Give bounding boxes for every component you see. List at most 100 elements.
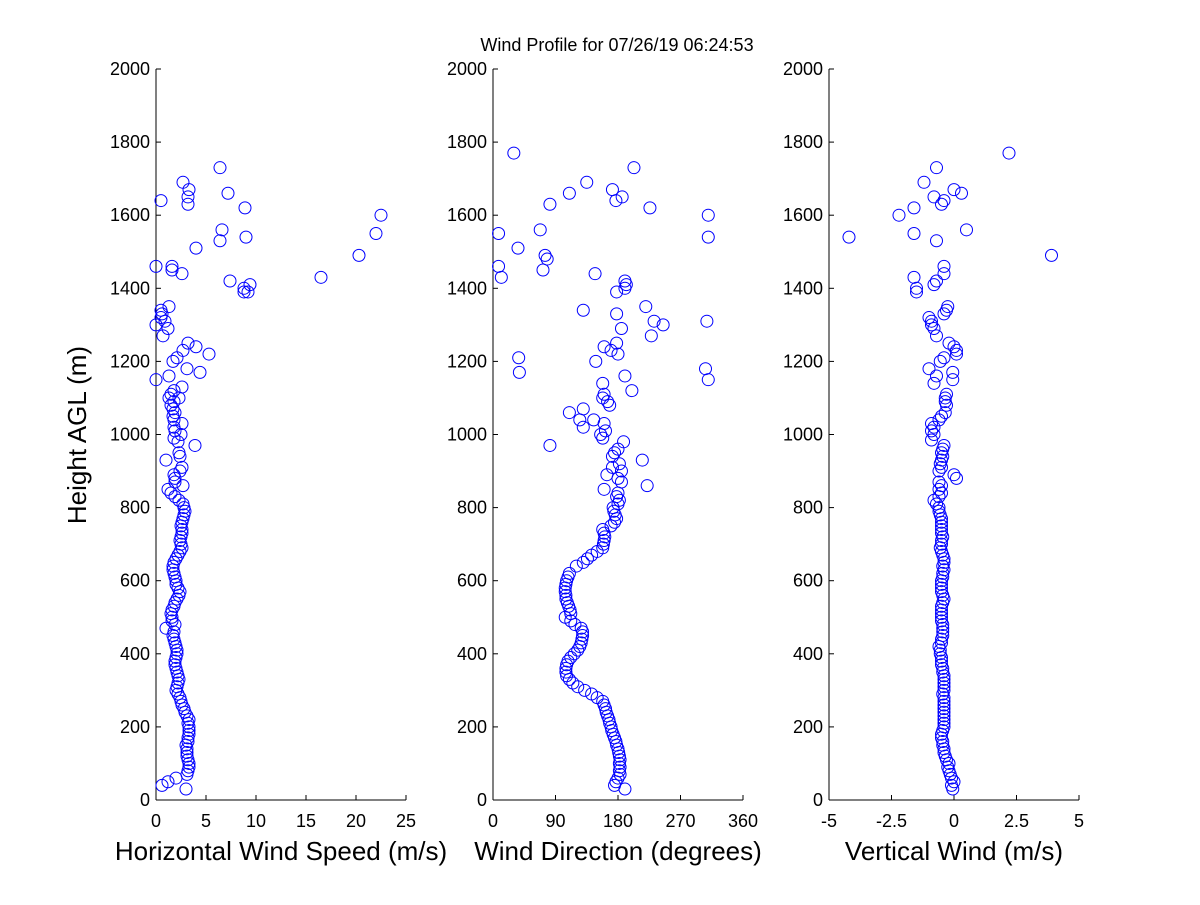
data-point [937,698,951,712]
data-point [179,782,193,796]
data-point [947,183,961,197]
data-point [935,658,948,672]
data-point [165,603,179,617]
data-point [937,307,951,321]
y-tick-label: 800 [120,498,150,518]
data-point [176,479,190,493]
data-point [932,482,946,496]
data-point [576,420,590,434]
data-point [935,479,948,493]
y-tick-label: 1400 [110,278,150,298]
x-tick-label: 0 [949,811,959,831]
data-point [176,497,190,511]
data-point [573,413,587,427]
y-tick-label: 1800 [783,132,823,152]
data-point [925,433,938,447]
data-point [172,493,186,507]
data-point [935,614,948,628]
x-tick-label: 5 [1074,811,1084,831]
data-point [562,406,576,420]
data-point [164,398,178,412]
data-point [167,555,181,569]
data-point [927,322,941,336]
x-tick-label: 270 [665,811,695,831]
y-tick-label: 1000 [110,425,150,445]
data-point [167,384,181,398]
y-tick-label: 2000 [447,59,487,79]
data-point [596,376,610,390]
y-tick-label: 200 [457,717,487,737]
data-point [180,749,194,763]
data-point [937,267,951,281]
data-point [932,504,946,518]
data-point [625,384,639,398]
y-tick-label: 1400 [447,278,487,298]
y-tick-label: 1600 [447,205,487,225]
data-point [937,680,951,694]
data-point [647,314,661,328]
data-point [589,354,603,368]
data-point [175,267,189,281]
data-point [936,596,950,610]
data-point [930,234,943,248]
data-point [601,395,615,409]
data-point [167,625,181,639]
data-point [643,201,657,215]
data-point [935,610,948,624]
data-point [166,354,180,368]
data-point [533,223,547,237]
data-point [170,647,184,661]
data-point [182,713,196,727]
data-point [540,252,554,266]
data-point [492,226,506,240]
data-point [536,263,550,277]
data-point [936,621,950,635]
data-point [937,672,951,686]
data-point [935,654,948,668]
y-tick-label: 2000 [783,59,823,79]
data-point [181,336,195,350]
data-point [950,347,963,361]
data-point [170,351,184,365]
data-point [935,197,948,211]
x-axis-label: Wind Direction (degrees) [474,836,762,866]
data-point [935,581,948,595]
data-point [314,270,328,284]
data-point [907,270,921,284]
data-point [947,468,961,482]
data-point [935,446,948,460]
data-point [189,340,203,354]
y-tick-label: 1400 [783,278,823,298]
data-point [492,259,506,273]
data-point [161,322,175,336]
data-point [611,486,625,500]
data-point [167,420,181,434]
data-point [193,365,207,379]
y-tick-label: 200 [120,717,150,737]
data-series [842,146,1058,796]
data-point [935,526,948,540]
data-point [946,365,960,379]
data-point [640,479,654,493]
data-point [930,497,943,511]
data-point [935,409,948,423]
y-tick-label: 800 [457,498,487,518]
data-point [175,526,189,540]
data-point [180,362,194,376]
data-point [936,738,950,752]
data-point [955,186,968,200]
data-point [169,577,183,591]
data-point [925,314,938,328]
data-point [165,263,179,277]
data-point [700,314,714,328]
data-point [927,190,941,204]
x-tick-label: -5 [821,811,837,831]
data-point [168,475,182,489]
data-point [907,201,921,215]
data-point [173,544,187,558]
x-tick-label: 2.5 [1004,811,1029,831]
data-point [935,544,948,558]
x-tick-label: 360 [728,811,758,831]
y-tick-label: 400 [120,644,150,664]
